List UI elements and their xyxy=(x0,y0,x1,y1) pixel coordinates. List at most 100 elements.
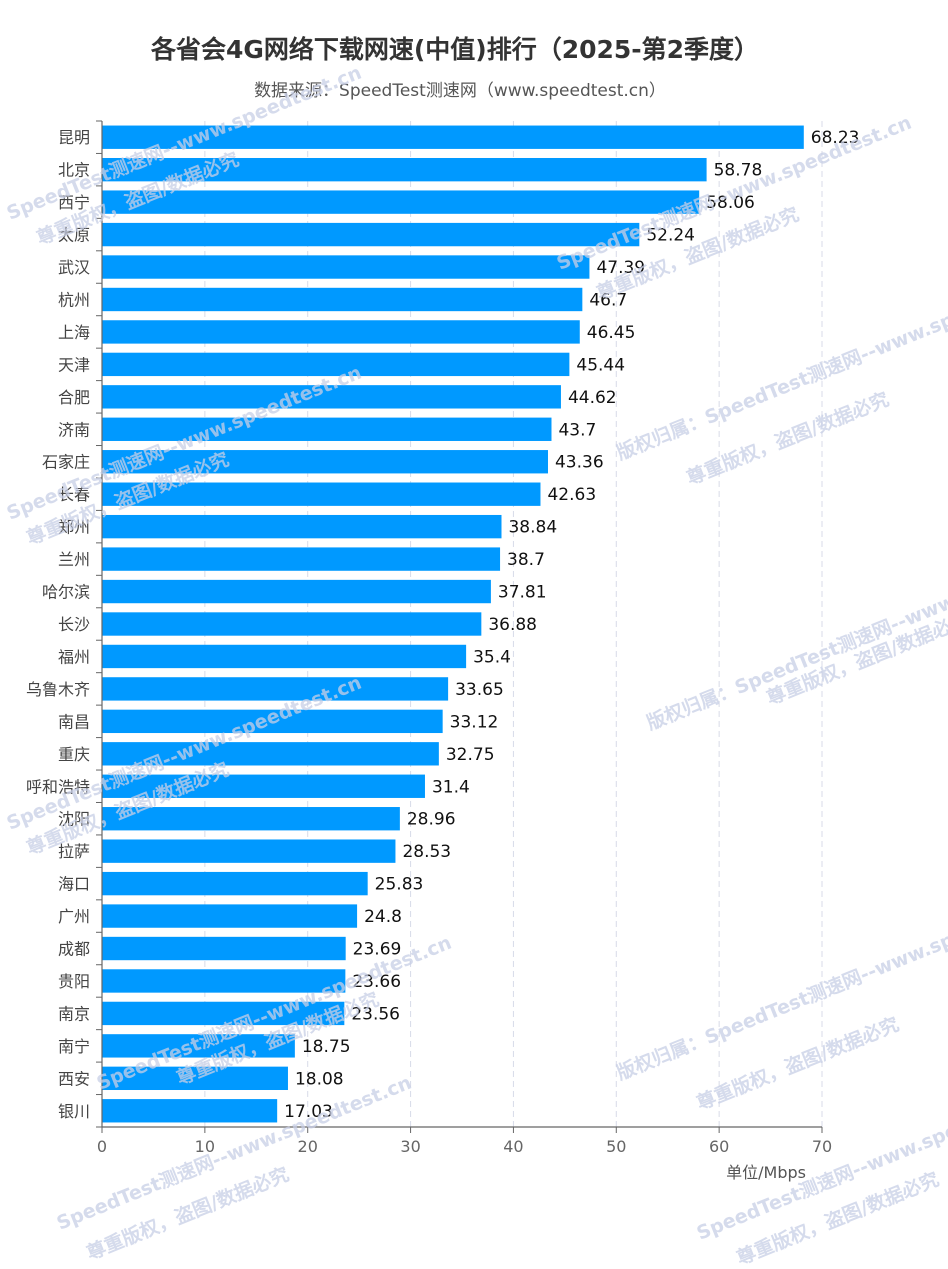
bar-value-label: 28.53 xyxy=(402,842,451,862)
bar xyxy=(102,871,368,896)
y-tick-label: 西安 xyxy=(58,1069,90,1088)
bar-value-label: 43.36 xyxy=(555,453,604,473)
bar-value-label: 68.23 xyxy=(811,128,860,148)
bar-value-label: 44.62 xyxy=(568,388,617,408)
bar-value-label: 38.7 xyxy=(507,550,545,570)
bar xyxy=(102,190,700,214)
watermark-text: SpeedTest测速网--www.speedtest.cn xyxy=(53,1071,414,1235)
y-tick-label: 杭州 xyxy=(58,290,90,309)
bar-value-label: 46.7 xyxy=(589,290,627,310)
bar xyxy=(102,1034,295,1058)
bar-value-label: 37.81 xyxy=(498,583,547,603)
bar xyxy=(102,807,400,831)
bar-value-label: 28.96 xyxy=(407,810,456,830)
bar-value-label: 47.39 xyxy=(596,258,645,278)
bar-value-label: 45.44 xyxy=(576,355,625,375)
x-tick-label: 50 xyxy=(606,1137,626,1156)
y-tick-label: 哈尔滨 xyxy=(42,583,90,602)
bar-value-label: 18.08 xyxy=(295,1069,344,1089)
bar xyxy=(102,287,583,312)
x-tick-label: 70 xyxy=(812,1137,832,1156)
bar-value-label: 33.65 xyxy=(455,680,504,700)
x-tick-label: 30 xyxy=(400,1137,420,1156)
bar xyxy=(102,742,439,766)
y-tick-label: 乌鲁木齐 xyxy=(26,680,90,699)
y-tick-label: 海口 xyxy=(58,875,90,894)
chart-title: 各省会4G网络下载网速(中值)排行（2025-第2季度） xyxy=(150,35,760,64)
bar xyxy=(102,774,425,798)
bar-value-label: 58.78 xyxy=(714,161,763,181)
bar xyxy=(102,157,707,182)
bar-value-label: 17.03 xyxy=(284,1102,333,1122)
y-tick-label: 南宁 xyxy=(58,1037,90,1056)
y-tick-label: 沈阳 xyxy=(58,810,90,829)
y-tick-label: 太原 xyxy=(58,226,90,245)
y-tick-label: 呼和浩特 xyxy=(26,777,90,796)
bar-value-label: 42.63 xyxy=(547,485,596,505)
bar xyxy=(102,1099,278,1123)
bar xyxy=(102,352,570,377)
y-tick-label: 成都 xyxy=(58,940,90,959)
y-tick-label: 武汉 xyxy=(58,258,90,277)
bar-value-label: 52.24 xyxy=(646,226,695,246)
watermark-text: 版权归属：SpeedTest测速网--www.speedtest.cn xyxy=(613,885,948,1084)
chart-subtitle: 数据来源：SpeedTest测速网（www.speedtest.cn） xyxy=(254,81,666,101)
bar-value-label: 23.66 xyxy=(352,972,401,992)
y-tick-label: 广州 xyxy=(58,907,90,926)
y-tick-label: 长沙 xyxy=(58,615,90,634)
bar-value-label: 43.7 xyxy=(558,420,596,440)
y-tick-label: 银川 xyxy=(58,1102,90,1121)
x-tick-label: 0 xyxy=(97,1137,107,1156)
bar xyxy=(102,969,346,993)
y-tick-label: 合肥 xyxy=(58,388,90,407)
bar xyxy=(102,482,541,506)
bar xyxy=(102,125,804,149)
labels-group: 68.23 昆明 58.78 北京 58.06 西宁 52.24 太原 47.39 武汉 46.7 杭… xyxy=(26,128,859,1122)
bar-value-label: 58.06 xyxy=(706,193,755,213)
x-axis-label: 单位/Mbps xyxy=(726,1163,806,1182)
bar xyxy=(102,612,482,636)
y-tick-label: 贵阳 xyxy=(58,972,90,991)
bar xyxy=(102,450,548,474)
bar-value-label: 38.84 xyxy=(508,518,557,538)
y-tick-label: 长春 xyxy=(58,485,90,504)
bar xyxy=(102,547,501,571)
x-tick-label: 40 xyxy=(503,1137,523,1156)
bar-value-label: 23.56 xyxy=(351,1004,400,1024)
bar xyxy=(102,514,502,539)
bar-value-label: 35.4 xyxy=(473,647,511,667)
y-tick-label: 郑州 xyxy=(58,518,90,537)
bar-value-label: 33.12 xyxy=(450,712,499,732)
y-tick-label: 昆明 xyxy=(58,128,90,147)
x-tick-label: 20 xyxy=(298,1137,318,1156)
y-tick-label: 南昌 xyxy=(58,712,90,731)
y-tick-label: 拉萨 xyxy=(58,842,90,861)
bar xyxy=(102,709,443,734)
y-tick-label: 南京 xyxy=(58,1004,90,1023)
y-tick-label: 西宁 xyxy=(58,193,90,212)
y-tick-label: 济南 xyxy=(58,420,90,439)
y-tick-label: 福州 xyxy=(58,647,90,666)
bar xyxy=(102,320,580,344)
bar-value-label: 25.83 xyxy=(375,875,424,895)
bar-value-label: 32.75 xyxy=(446,745,495,765)
bar xyxy=(102,677,449,701)
y-tick-label: 上海 xyxy=(58,323,90,342)
y-tick-label: 兰州 xyxy=(58,550,90,569)
bar-value-label: 23.69 xyxy=(353,940,402,960)
bars-group xyxy=(102,125,804,1123)
x-tick-label: 60 xyxy=(709,1137,729,1156)
y-tick-label: 天津 xyxy=(58,355,90,374)
axes-group: 0 10 20 30 40 50 60 70 xyxy=(96,120,832,1156)
bar xyxy=(102,644,467,669)
y-tick-label: 北京 xyxy=(58,161,90,180)
bar xyxy=(102,385,561,409)
bar xyxy=(102,1066,288,1091)
y-tick-label: 石家庄 xyxy=(42,453,90,472)
bar-value-label: 36.88 xyxy=(488,615,537,635)
bar xyxy=(102,255,590,279)
bar xyxy=(102,222,640,247)
bar-value-label: 31.4 xyxy=(432,777,470,797)
x-tick-label: 10 xyxy=(195,1137,215,1156)
